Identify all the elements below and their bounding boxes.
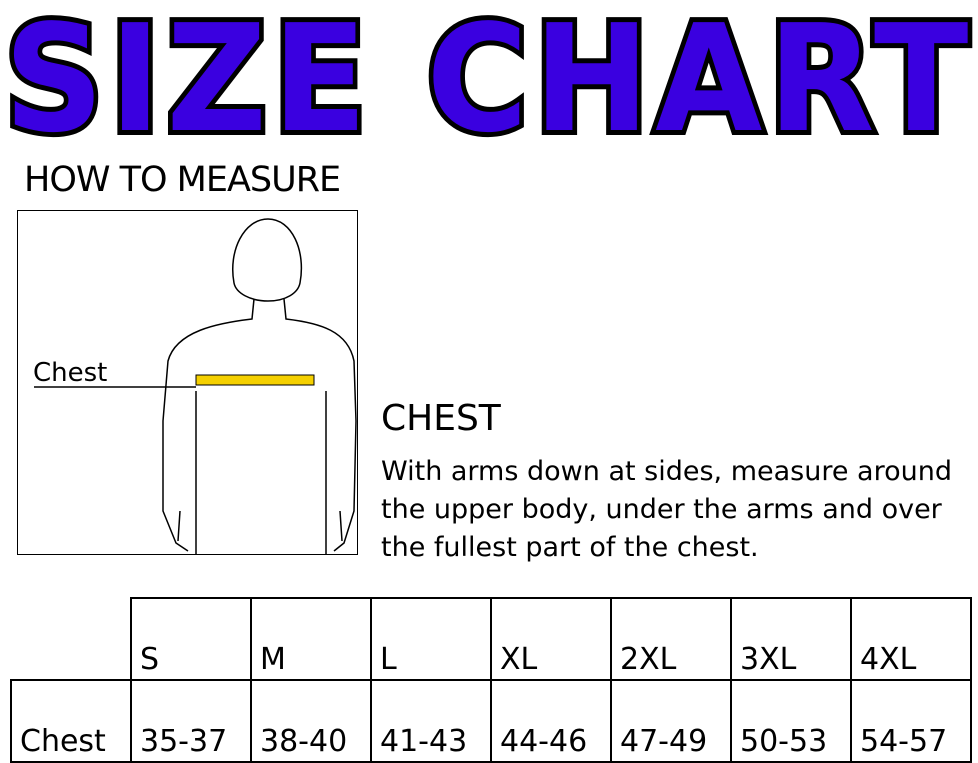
- chest-value: 41-43: [370, 679, 492, 763]
- chest-value: 54-57: [850, 679, 972, 763]
- size-header: S: [130, 597, 252, 681]
- chest-value: 47-49: [610, 679, 732, 763]
- chest-row: Chest 35-37 38-40 41-43 44-46 47-49 50-5…: [10, 679, 972, 763]
- chest-value: 38-40: [250, 679, 372, 763]
- size-table: S M L XL 2XL 3XL 4XL Chest 35-37 38-40 4…: [10, 597, 972, 763]
- chest-value: 35-37: [130, 679, 252, 763]
- chest-label: Chest: [33, 358, 107, 388]
- size-header: XL: [490, 597, 612, 681]
- title-text: SIZE CHART: [4, 0, 974, 150]
- body-outline-illustration: Chest: [33, 218, 357, 554]
- size-chart-title: SIZE CHART: [0, 0, 974, 150]
- chest-instructions: With arms down at sides, measure around …: [381, 456, 952, 563]
- size-header: 2XL: [610, 597, 732, 681]
- size-header: L: [370, 597, 492, 681]
- measuring-tape: [195, 374, 315, 386]
- chest-heading: CHEST: [381, 398, 501, 439]
- size-header: 3XL: [730, 597, 852, 681]
- measurement-figure: Chest: [17, 210, 358, 555]
- size-header-row: S M L XL 2XL 3XL 4XL: [11, 597, 972, 681]
- how-to-measure-heading: HOW TO MEASURE: [24, 160, 341, 200]
- size-header: 4XL: [850, 597, 972, 681]
- size-header: M: [250, 597, 372, 681]
- chest-value: 44-46: [490, 679, 612, 763]
- row-label: Chest: [10, 679, 132, 763]
- chest-value: 50-53: [730, 679, 852, 763]
